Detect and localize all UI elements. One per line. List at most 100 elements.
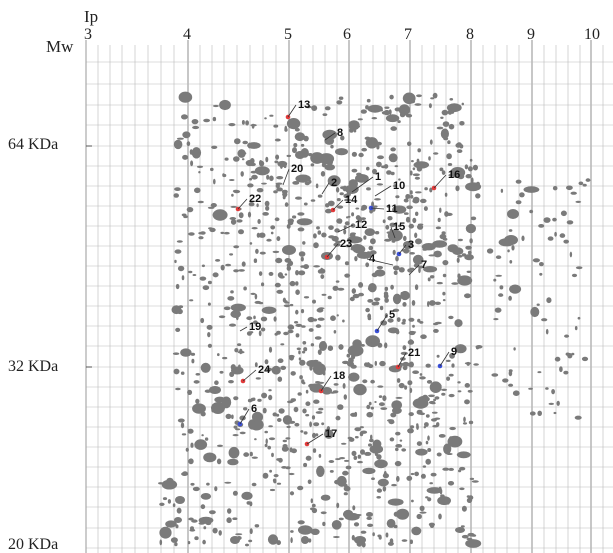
- protein-spot: [223, 231, 230, 235]
- spot-label: 19: [249, 321, 261, 333]
- protein-spot: [250, 292, 256, 295]
- protein-spot: [397, 120, 401, 124]
- protein-spot: [351, 151, 357, 157]
- protein-spot: [266, 238, 272, 242]
- protein-spot: [441, 109, 449, 116]
- protein-spot: [512, 390, 520, 397]
- protein-spot: [559, 233, 566, 238]
- protein-spot: [210, 167, 214, 172]
- protein-spot: [355, 207, 360, 210]
- protein-spot: [412, 217, 417, 224]
- leader-line: [337, 224, 354, 233]
- protein-spot: [418, 267, 421, 274]
- protein-spot: [272, 412, 278, 417]
- protein-spot: [261, 306, 277, 314]
- protein-spot: [393, 524, 398, 529]
- protein-spot: [575, 266, 583, 270]
- protein-spot: [459, 487, 465, 491]
- protein-spot: [324, 136, 335, 145]
- leader-line: [324, 132, 336, 141]
- protein-spot: [426, 380, 433, 384]
- protein-spot: [190, 482, 195, 486]
- protein-spot: [389, 222, 396, 228]
- protein-spot: [384, 342, 388, 349]
- protein-spot: [399, 112, 406, 118]
- protein-spot: [284, 125, 288, 132]
- protein-spot: [315, 366, 321, 373]
- protein-spot: [264, 200, 270, 207]
- protein-spot: [333, 536, 340, 538]
- protein-spot: [328, 460, 335, 463]
- protein-spot: [317, 381, 325, 384]
- protein-spot: [230, 219, 237, 225]
- protein-spot: [243, 452, 250, 457]
- protein-spot: [455, 185, 460, 192]
- protein-spot: [312, 318, 318, 322]
- protein-spot: [296, 218, 313, 226]
- protein-spot: [313, 265, 320, 268]
- protein-spot: [384, 106, 390, 109]
- protein-spot: [412, 398, 429, 409]
- protein-spot: [197, 200, 204, 204]
- protein-spot: [258, 232, 266, 238]
- protein-spot: [181, 433, 187, 436]
- protein-spot: [242, 140, 248, 145]
- protein-spot: [343, 509, 354, 519]
- protein-spot: [313, 399, 320, 404]
- protein-spot: [532, 258, 541, 263]
- protein-spot: [180, 371, 185, 375]
- protein-spot: [250, 397, 254, 402]
- protein-spot: [210, 203, 217, 208]
- protein-spot: [378, 402, 385, 407]
- protein-spot: [367, 523, 374, 527]
- protein-spot: [429, 275, 435, 279]
- x-tick-label: 6: [343, 26, 351, 43]
- protein-spot: [440, 116, 444, 120]
- protein-spot: [281, 446, 289, 452]
- protein-spot: [428, 300, 436, 306]
- protein-spot: [382, 486, 387, 492]
- protein-spot: [369, 438, 374, 443]
- protein-spot: [471, 534, 477, 537]
- protein-spot: [276, 330, 281, 335]
- protein-spot: [333, 330, 337, 334]
- protein-spot-large: [175, 496, 185, 504]
- leader-line: [282, 168, 290, 186]
- protein-spot: [411, 526, 422, 536]
- protein-spot: [246, 331, 252, 336]
- protein-spot: [464, 362, 472, 365]
- protein-spot: [396, 378, 401, 383]
- protein-spot: [402, 318, 406, 323]
- protein-spot: [553, 411, 557, 415]
- protein-spot: [237, 350, 245, 354]
- protein-spot: [374, 401, 377, 403]
- protein-spot: [384, 297, 389, 303]
- protein-spot: [399, 439, 403, 442]
- protein-spot: [464, 399, 470, 405]
- leader-line: [237, 198, 248, 210]
- protein-spot: [298, 525, 313, 535]
- protein-spot: [385, 114, 400, 123]
- protein-spot: [280, 343, 285, 346]
- protein-spot: [571, 273, 578, 278]
- protein-spot: [396, 475, 400, 482]
- protein-spot: [195, 373, 201, 376]
- protein-spot: [371, 272, 378, 278]
- protein-spot: [392, 249, 396, 256]
- protein-spot: [539, 262, 544, 267]
- protein-spot: [434, 321, 442, 325]
- protein-spot: [231, 366, 244, 375]
- protein-spot: [409, 539, 413, 545]
- protein-spot: [302, 408, 307, 414]
- protein-spot: [449, 352, 455, 359]
- protein-spot: [374, 231, 380, 235]
- protein-spot: [202, 539, 206, 545]
- protein-spot: [394, 460, 402, 467]
- protein-spot: [290, 537, 293, 544]
- protein-spot: [276, 289, 284, 294]
- protein-spot: [413, 263, 420, 268]
- protein-spot: [256, 188, 264, 193]
- protein-spot: [342, 185, 348, 192]
- protein-spot: [545, 328, 549, 335]
